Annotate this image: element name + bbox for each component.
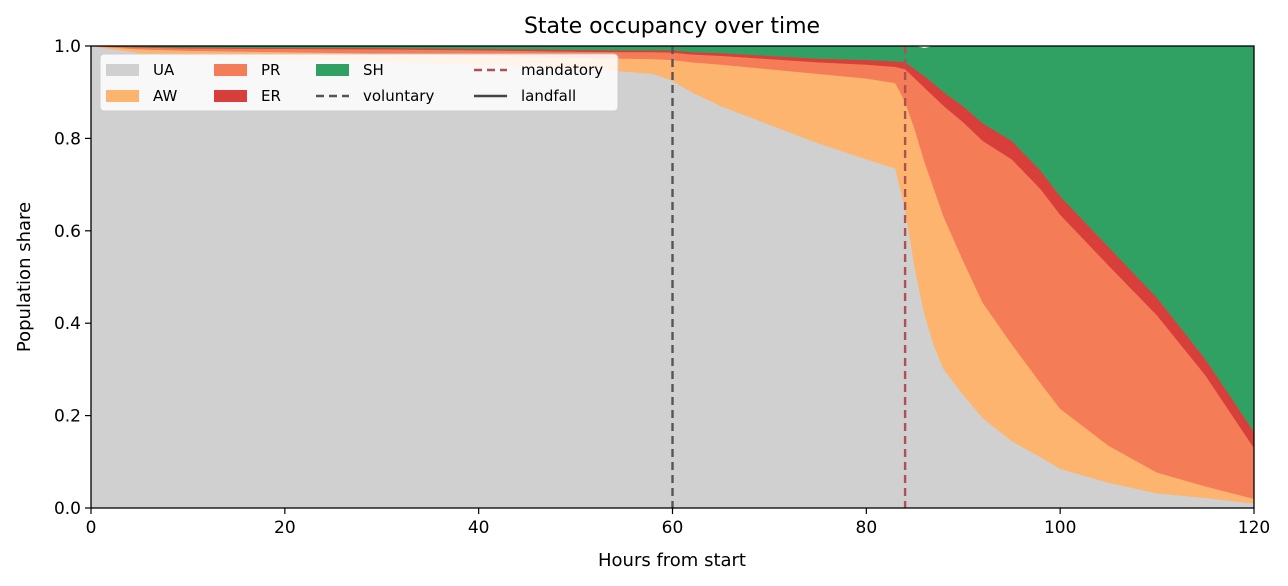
- x-tick-label: 40: [468, 518, 490, 538]
- y-axis-ticks: 0.0 0.2 0.4 0.6 0.8 1.0: [54, 37, 91, 519]
- x-tick-label: 0: [86, 518, 97, 538]
- y-axis-label: Population share: [14, 202, 35, 352]
- y-tick-label: 0.4: [54, 314, 81, 334]
- legend-swatch-aw: [106, 90, 139, 102]
- y-tick-label: 1.0: [54, 37, 81, 57]
- legend-label-voluntary: voluntary: [363, 87, 434, 105]
- reference-lines: [671, 46, 907, 508]
- y-tick-label: 0.8: [54, 129, 81, 149]
- legend-swatch-ua: [106, 64, 139, 76]
- x-tick-label: 60: [662, 518, 684, 538]
- y-tick-label: 0.6: [54, 222, 81, 242]
- legend-label-aw: AW: [153, 87, 177, 105]
- chart-title: State occupancy over time: [524, 14, 820, 39]
- legend-swatch-pr: [214, 64, 247, 76]
- legend-label-landfall: landfall: [521, 87, 576, 105]
- legend-label-sh: SH: [363, 61, 384, 79]
- y-tick-label: 0.2: [54, 407, 81, 427]
- legend-label-mandatory: mandatory: [521, 61, 603, 79]
- legend-label-ua: UA: [153, 61, 175, 79]
- x-tick-label: 120: [1238, 518, 1270, 538]
- legend-label-pr: PR: [261, 61, 280, 79]
- y-tick-label: 0.0: [54, 499, 81, 519]
- x-tick-label: 20: [274, 518, 296, 538]
- legend-swatch-er: [214, 90, 247, 102]
- x-tick-label: 80: [856, 518, 878, 538]
- legend-swatch-sh: [316, 64, 349, 76]
- x-axis-ticks: 0 20 40 60 80 100 120: [86, 508, 1270, 538]
- x-axis-label: Hours from start: [598, 550, 746, 571]
- x-tick-label: 100: [1044, 518, 1076, 538]
- legend-label-er: ER: [261, 87, 281, 105]
- legend: UA AW PR ER SH voluntary mandatory landfall: [99, 53, 619, 112]
